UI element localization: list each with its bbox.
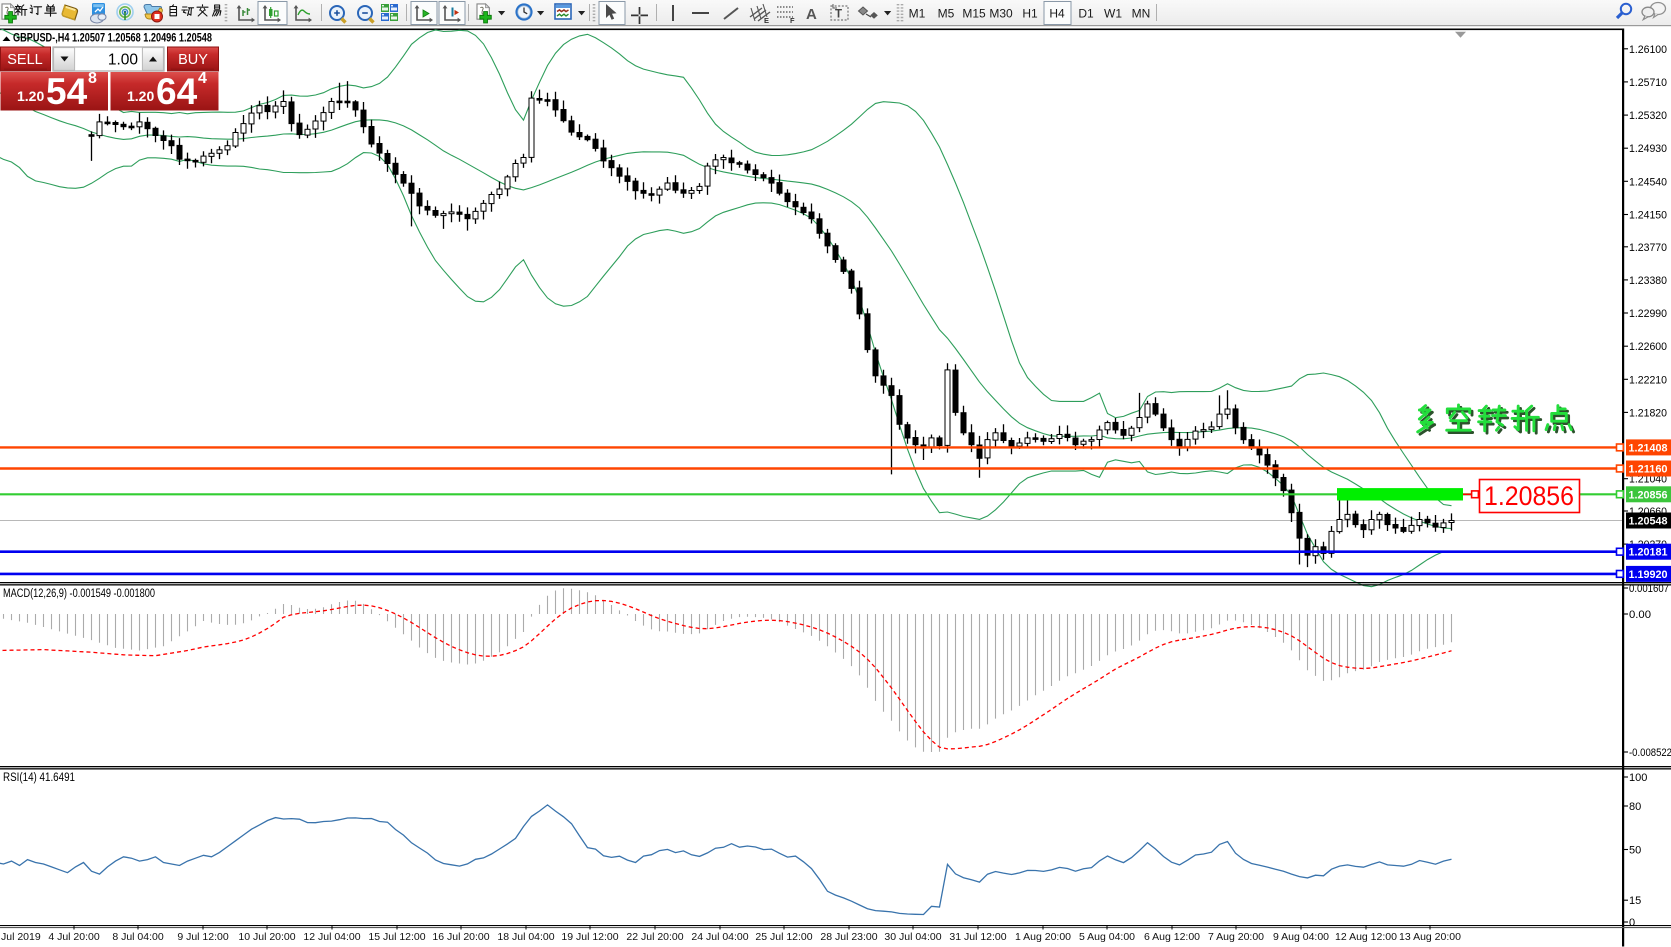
svg-text:M30: M30	[989, 7, 1013, 21]
svg-text:BUY: BUY	[178, 52, 208, 68]
svg-text:1.20856: 1.20856	[1484, 481, 1574, 511]
svg-text:1.24540: 1.24540	[1629, 176, 1667, 188]
svg-text:MN: MN	[1132, 7, 1151, 21]
svg-text:12 Aug 12:00: 12 Aug 12:00	[1335, 931, 1397, 943]
svg-text:1.23380: 1.23380	[1629, 275, 1667, 287]
svg-text:-0.008522: -0.008522	[1629, 747, 1671, 759]
svg-text:H1: H1	[1022, 7, 1038, 21]
svg-text:9 Jul 12:00: 9 Jul 12:00	[177, 931, 229, 943]
svg-text:1.00: 1.00	[108, 52, 139, 69]
svg-text:50: 50	[1629, 845, 1641, 857]
svg-text:1 Aug 20:00: 1 Aug 20:00	[1015, 931, 1071, 943]
svg-text:M15: M15	[962, 7, 986, 21]
svg-text:1.20548: 1.20548	[1629, 516, 1668, 528]
svg-text:F: F	[790, 16, 795, 25]
svg-text:Jul 2019: Jul 2019	[1, 931, 41, 943]
svg-text:GBPUSD-,H4 1.20507 1.20568 1.2: GBPUSD-,H4 1.20507 1.20568 1.20496 1.205…	[13, 33, 212, 45]
svg-text:E: E	[764, 16, 769, 25]
svg-text:1.25320: 1.25320	[1629, 110, 1667, 122]
svg-text:5 Aug 04:00: 5 Aug 04:00	[1079, 931, 1135, 943]
svg-text:4: 4	[198, 70, 207, 87]
svg-text:1.20856: 1.20856	[1629, 489, 1668, 501]
svg-text:1.21820: 1.21820	[1629, 407, 1667, 419]
svg-text:31 Jul 12:00: 31 Jul 12:00	[949, 931, 1006, 943]
svg-text:1.22990: 1.22990	[1629, 308, 1667, 320]
svg-text:M1: M1	[909, 7, 926, 21]
svg-text:80: 80	[1629, 801, 1641, 813]
svg-text:18 Jul 04:00: 18 Jul 04:00	[497, 931, 554, 943]
svg-text:1.21040: 1.21040	[1629, 474, 1667, 486]
svg-text:1.19920: 1.19920	[1629, 569, 1668, 581]
svg-text:A: A	[806, 6, 817, 23]
svg-text:13 Aug 20:00: 13 Aug 20:00	[1399, 931, 1461, 943]
svg-text:24 Jul 04:00: 24 Jul 04:00	[691, 931, 748, 943]
svg-text:1.22210: 1.22210	[1629, 374, 1667, 386]
svg-text:D1: D1	[1078, 7, 1094, 21]
svg-text:H4: H4	[1049, 7, 1065, 21]
svg-text:4 Jul 20:00: 4 Jul 20:00	[48, 931, 100, 943]
svg-text:1.21160: 1.21160	[1629, 464, 1668, 476]
svg-text:SELL: SELL	[7, 52, 42, 68]
svg-text:19 Jul 12:00: 19 Jul 12:00	[561, 931, 618, 943]
svg-text:7 Aug 20:00: 7 Aug 20:00	[1208, 931, 1264, 943]
svg-text:M5: M5	[938, 7, 955, 21]
svg-text:1.20: 1.20	[127, 88, 154, 104]
svg-text:1.21408: 1.21408	[1629, 442, 1668, 454]
svg-text:RSI(14) 41.6491: RSI(14) 41.6491	[3, 772, 75, 784]
svg-text:0: 0	[1629, 917, 1635, 929]
svg-text:10 Jul 20:00: 10 Jul 20:00	[238, 931, 295, 943]
svg-text:W1: W1	[1104, 7, 1122, 21]
svg-text:MACD(12,26,9) -0.001549 -0.001: MACD(12,26,9) -0.001549 -0.001800	[3, 588, 155, 600]
svg-text:12 Jul 04:00: 12 Jul 04:00	[303, 931, 360, 943]
svg-text:15: 15	[1629, 895, 1641, 907]
svg-text:8 Jul 04:00: 8 Jul 04:00	[112, 931, 164, 943]
svg-text:30 Jul 04:00: 30 Jul 04:00	[884, 931, 941, 943]
svg-text:1.26100: 1.26100	[1629, 44, 1667, 56]
svg-text:64: 64	[156, 71, 198, 112]
svg-text:1.20181: 1.20181	[1629, 547, 1668, 559]
svg-text:T: T	[835, 9, 842, 21]
svg-text:25 Jul 12:00: 25 Jul 12:00	[755, 931, 812, 943]
svg-text:0.001607: 0.001607	[1629, 583, 1669, 595]
svg-text:16 Jul 20:00: 16 Jul 20:00	[432, 931, 489, 943]
svg-text:1.20: 1.20	[17, 88, 44, 104]
svg-text:15 Jul 12:00: 15 Jul 12:00	[368, 931, 425, 943]
svg-text:1.24150: 1.24150	[1629, 210, 1667, 222]
svg-text:1.25710: 1.25710	[1629, 77, 1667, 89]
svg-text:1.24930: 1.24930	[1629, 143, 1667, 155]
svg-text:8: 8	[88, 70, 97, 87]
svg-text:100: 100	[1629, 772, 1647, 784]
svg-text:1.23770: 1.23770	[1629, 242, 1667, 254]
svg-text:9 Aug 04:00: 9 Aug 04:00	[1273, 931, 1329, 943]
svg-text:6 Aug 12:00: 6 Aug 12:00	[1144, 931, 1200, 943]
svg-text:54: 54	[46, 71, 88, 112]
svg-text:28 Jul 23:00: 28 Jul 23:00	[820, 931, 877, 943]
svg-text:0.00: 0.00	[1629, 609, 1651, 621]
svg-text:22 Jul 20:00: 22 Jul 20:00	[626, 931, 683, 943]
svg-text:1.22600: 1.22600	[1629, 341, 1667, 353]
